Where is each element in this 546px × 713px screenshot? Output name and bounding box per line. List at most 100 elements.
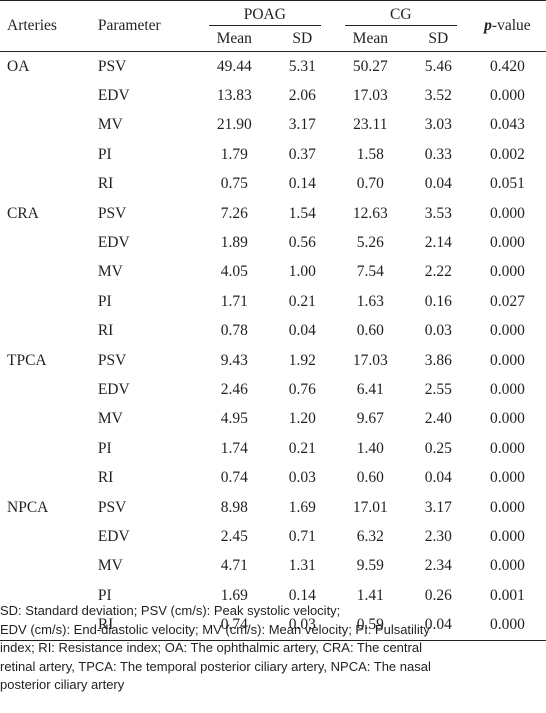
header-parameter: Parameter — [97, 0, 197, 52]
table-header: Arteries Parameter POAG CG p-value Mean … — [0, 0, 546, 52]
cell-pvalue: 0.000 — [489, 410, 525, 428]
table-row: RI 0.78 0.04 0.60 0.03 0.000 — [0, 317, 546, 346]
cell-artery — [0, 405, 98, 434]
cell-pvalue: 0.000 — [489, 234, 525, 252]
table-row: EDV 2.46 0.76 6.41 2.55 0.000 — [0, 375, 546, 404]
cell-poag-sd: 0.04 — [288, 322, 316, 340]
cell-parameter: MV — [97, 557, 123, 575]
cell-poag-sd: 1.69 — [288, 498, 316, 516]
header-pvalue-italic: p — [484, 16, 492, 34]
cell-cg-sd: 2.30 — [424, 527, 452, 545]
cell-pvalue: 0.420 — [489, 57, 525, 75]
cell-poag-mean: 4.05 — [220, 263, 248, 281]
cell-artery — [0, 317, 98, 346]
table-row: MV 4.95 1.20 9.67 2.40 0.000 — [0, 405, 546, 434]
header-row-1: Arteries Parameter POAG CG p-value — [0, 0, 546, 52]
cell-cg-mean: 17.01 — [352, 498, 388, 516]
cell-poag-sd: 0.56 — [288, 234, 316, 252]
cell-poag-mean: 2.46 — [220, 380, 248, 398]
cell-parameter: PI — [97, 292, 112, 310]
cell-cg-sd: 5.46 — [424, 57, 452, 75]
cell-poag-mean: 13.83 — [216, 87, 252, 105]
cell-pvalue: 0.043 — [489, 116, 525, 134]
cell-poag-sd: 1.31 — [288, 557, 316, 575]
cell-cg-sd: 3.52 — [424, 87, 452, 105]
cell-pvalue: 0.000 — [489, 263, 525, 281]
cell-artery: TPCA — [7, 351, 47, 369]
table-row: PI 1.69 0.14 1.41 0.26 0.001 — [0, 581, 546, 610]
table-row: PI 1.71 0.21 1.63 0.16 0.027 — [0, 287, 546, 316]
table-row: MV 21.90 3.17 23.11 3.03 0.043 — [0, 111, 546, 140]
cell-cg-mean: 17.03 — [352, 351, 388, 369]
cell-pvalue: 0.000 — [489, 469, 525, 487]
cell-poag-mean: 1.71 — [220, 292, 248, 310]
cell-parameter: MV — [97, 410, 123, 428]
cell-poag-sd: 0.03 — [271, 610, 333, 641]
cell-artery — [0, 375, 98, 404]
table-row: NPCA PSV 8.98 1.69 17.01 3.17 0.000 — [0, 493, 546, 522]
cell-artery — [0, 228, 98, 257]
footnote-line: index; RI: Resistance index; OA: The oph… — [0, 640, 422, 656]
cell-cg-sd: 3.86 — [424, 351, 452, 369]
cell-poag-mean: 8.98 — [220, 498, 248, 516]
cell-parameter: PI — [97, 145, 112, 163]
footnote-line: SD: Standard deviation; PSV (cm/s): Peak… — [0, 603, 341, 618]
cell-poag-sd: 1.20 — [288, 410, 316, 428]
header-group-cg: CG — [344, 6, 457, 26]
cell-cg-sd: 0.25 — [424, 439, 452, 457]
header-group-poag: POAG — [208, 6, 321, 26]
cell-cg-mean: 50.27 — [352, 57, 388, 75]
cell-parameter: PI — [97, 439, 112, 457]
cell-poag-mean: 0.74 — [220, 469, 248, 487]
cell-poag-mean: 7.26 — [220, 204, 248, 222]
cell-cg-mean: 0.60 — [356, 322, 384, 340]
cell-cg-sd: 2.22 — [424, 263, 452, 281]
header-arteries: Arteries — [0, 0, 98, 52]
cell-poag-sd: 0.71 — [288, 527, 316, 545]
cell-parameter: RI — [97, 610, 197, 641]
header-group-poag-cell: POAG — [196, 0, 333, 26]
cell-artery: NPCA — [7, 498, 49, 516]
cell-cg-sd: 3.03 — [424, 116, 452, 134]
cell-parameter: PSV — [97, 204, 127, 222]
table-row: TPCA PSV 9.43 1.92 17.03 3.86 0.000 — [0, 346, 546, 375]
table-body: OA PSV 49.44 5.31 50.27 5.46 0.420 EDV 13.83 2.06… — [0, 52, 546, 641]
cell-artery — [0, 434, 98, 463]
cell-pvalue: 0.000 — [489, 204, 525, 222]
cell-poag-sd: 3.17 — [288, 116, 316, 134]
cell-pvalue: 0.000 — [489, 380, 525, 398]
cell-cg-mean: 12.63 — [352, 204, 388, 222]
cell-parameter: MV — [97, 263, 123, 281]
cell-poag-mean: 4.95 — [220, 410, 248, 428]
header-sd-cg: SD — [407, 26, 469, 52]
table-row: PI 1.74 0.21 1.40 0.25 0.000 — [0, 434, 546, 463]
cell-poag-mean: 0.75 — [220, 175, 248, 193]
footnote-line: retinal artery, TPCA: The temporal poste… — [0, 658, 431, 674]
cell-pvalue: 0.051 — [489, 175, 525, 193]
cell-cg-mean: 7.54 — [356, 263, 384, 281]
table-row: EDV 2.45 0.71 6.32 2.30 0.000 — [0, 522, 546, 551]
cell-poag-sd: 0.14 — [288, 175, 316, 193]
cell-artery — [0, 170, 98, 199]
cell-poag-sd: 0.76 — [288, 380, 316, 398]
cell-pvalue: 0.000 — [489, 498, 525, 516]
cell-poag-sd: 0.21 — [288, 439, 316, 457]
cell-poag-sd: 1.00 — [288, 263, 316, 281]
cell-cg-mean: 9.67 — [356, 410, 384, 428]
cell-artery — [0, 140, 98, 169]
header-mean-cg: Mean — [332, 26, 408, 52]
cell-pvalue: 0.000 — [468, 610, 546, 641]
cell-parameter: PSV — [97, 498, 127, 516]
cell-cg-sd: 0.03 — [424, 322, 452, 340]
cell-parameter: EDV — [97, 87, 130, 105]
cell-pvalue: 0.000 — [489, 351, 525, 369]
header-sd-poag: SD — [271, 26, 333, 52]
table-row: EDV 13.83 2.06 17.03 3.52 0.000 — [0, 81, 546, 110]
cell-cg-mean: 1.41 — [356, 586, 384, 604]
table-row: CRA PSV 7.26 1.54 12.63 3.53 0.000 — [0, 199, 546, 228]
cell-parameter: MV — [97, 116, 123, 134]
header-row-2: Mean SD Mean SD — [0, 26, 546, 52]
table-row: PI 1.79 0.37 1.58 0.33 0.002 — [0, 140, 546, 169]
cell-cg-sd: 0.04 — [424, 175, 452, 193]
cell-poag-sd: 5.31 — [288, 57, 316, 75]
